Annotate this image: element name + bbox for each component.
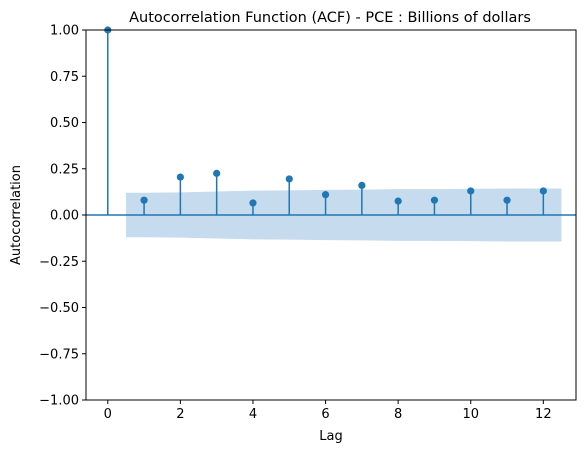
stem-marker-lag-7: [358, 181, 366, 189]
y-tick-label: −1.00: [39, 394, 79, 409]
x-tick-label: 8: [394, 407, 402, 422]
x-ticks: 0 2 4 6 8 10 12: [104, 400, 552, 422]
stem-marker-lag-9: [430, 196, 439, 204]
stem-marker-lag-3: [213, 169, 221, 177]
stem-marker-lag-1: [140, 196, 148, 204]
stem-marker-lag-5: [285, 175, 293, 183]
stem-marker-lag-12: [539, 187, 547, 195]
stem-marker-lag-10: [467, 187, 475, 195]
stem-marker-lag-2: [176, 173, 184, 181]
stem-marker-lag-11: [503, 196, 511, 204]
stem-marker-lag-8: [394, 197, 402, 205]
stem-marker-lag-4: [249, 199, 257, 207]
y-tick-label: −0.50: [39, 301, 79, 316]
chart-title: Autocorrelation Function (ACF) - PCE : B…: [129, 10, 531, 26]
stem-marker-lag-6: [321, 191, 330, 199]
y-tick-label: −0.25: [39, 255, 79, 270]
y-tick-label: 0.50: [50, 116, 79, 131]
y-ticks: −1.00 −0.75 −0.50 −0.25 0.00 0.25 0.50 0.75 1.00: [39, 24, 86, 409]
y-tick-label: −0.75: [39, 347, 79, 362]
y-tick-label: 1.00: [50, 24, 79, 39]
x-tick-label: 10: [462, 407, 479, 422]
x-tick-label: 6: [321, 407, 329, 422]
x-tick-label: 0: [104, 407, 112, 422]
y-tick-label: 0.75: [50, 70, 79, 85]
x-tick-label: 4: [249, 407, 257, 422]
y-tick-label: 0.25: [50, 162, 79, 177]
y-axis-label: Autocorrelation: [9, 165, 24, 265]
y-tick-label: 0.00: [50, 209, 79, 224]
x-axis-label: Lag: [319, 429, 342, 444]
x-tick-label: 12: [535, 407, 552, 422]
x-tick-label: 2: [176, 407, 184, 422]
stem-layer: [104, 26, 547, 215]
